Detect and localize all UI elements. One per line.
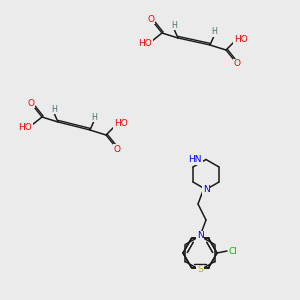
Text: O: O <box>233 59 241 68</box>
Text: N: N <box>202 185 209 194</box>
Text: HO: HO <box>114 119 128 128</box>
Text: H: H <box>91 112 97 122</box>
Text: Cl: Cl <box>229 247 237 256</box>
Text: S: S <box>197 266 203 274</box>
Text: HO: HO <box>138 38 152 47</box>
Text: N: N <box>196 232 203 241</box>
Text: H: H <box>171 20 177 29</box>
Text: HN: HN <box>188 155 202 164</box>
Text: HO: HO <box>234 34 248 43</box>
Text: O: O <box>28 98 34 107</box>
Text: H: H <box>211 28 217 37</box>
Text: H: H <box>51 104 57 113</box>
Text: HO: HO <box>18 122 32 131</box>
Text: O: O <box>148 14 154 23</box>
Text: O: O <box>113 145 121 154</box>
